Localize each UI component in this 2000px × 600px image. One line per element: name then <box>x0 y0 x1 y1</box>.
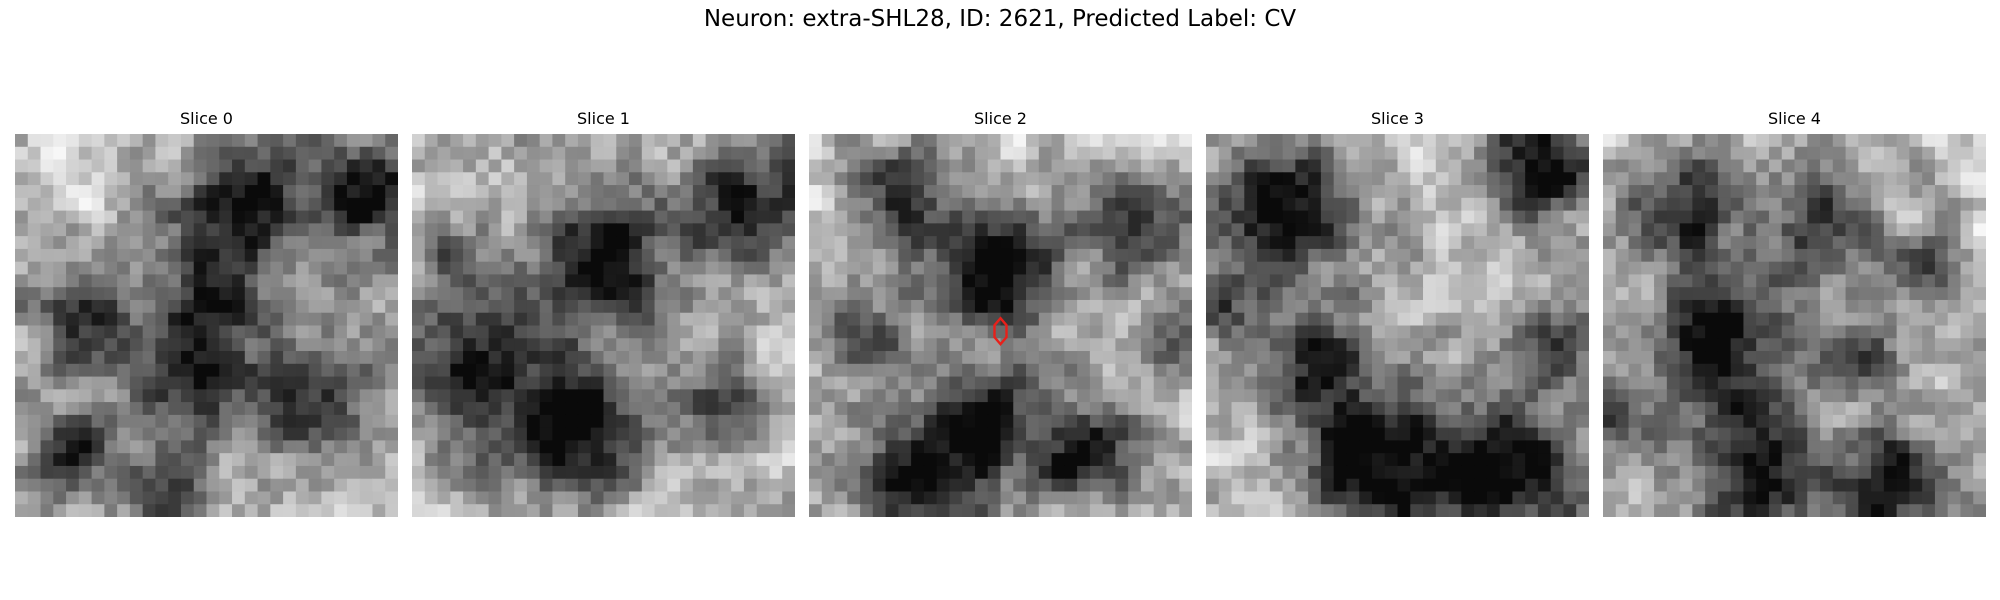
figure-title: Neuron: extra-SHL28, ID: 2621, Predicted… <box>703 6 1297 32</box>
slice-panel-3: Slice 3 <box>1206 108 1589 517</box>
slice-image-2 <box>809 134 1192 517</box>
slice-image-1 <box>412 134 795 517</box>
roi-marker <box>993 316 1008 347</box>
slice-title: Slice 1 <box>577 109 630 128</box>
slice-image-0 <box>15 134 398 517</box>
slice-image-4 <box>1603 134 1986 517</box>
slice-panel-1: Slice 1 <box>412 108 795 517</box>
slice-title: Slice 0 <box>180 109 233 128</box>
slice-title: Slice 2 <box>974 109 1027 128</box>
slice-panel-4: Slice 4 <box>1603 108 1986 517</box>
slice-image-3 <box>1206 134 1589 517</box>
slice-panel-0: Slice 0 <box>15 108 398 517</box>
slice-title: Slice 4 <box>1768 109 1821 128</box>
slice-panel-2: Slice 2 <box>809 108 1192 517</box>
slice-title: Slice 3 <box>1371 109 1424 128</box>
